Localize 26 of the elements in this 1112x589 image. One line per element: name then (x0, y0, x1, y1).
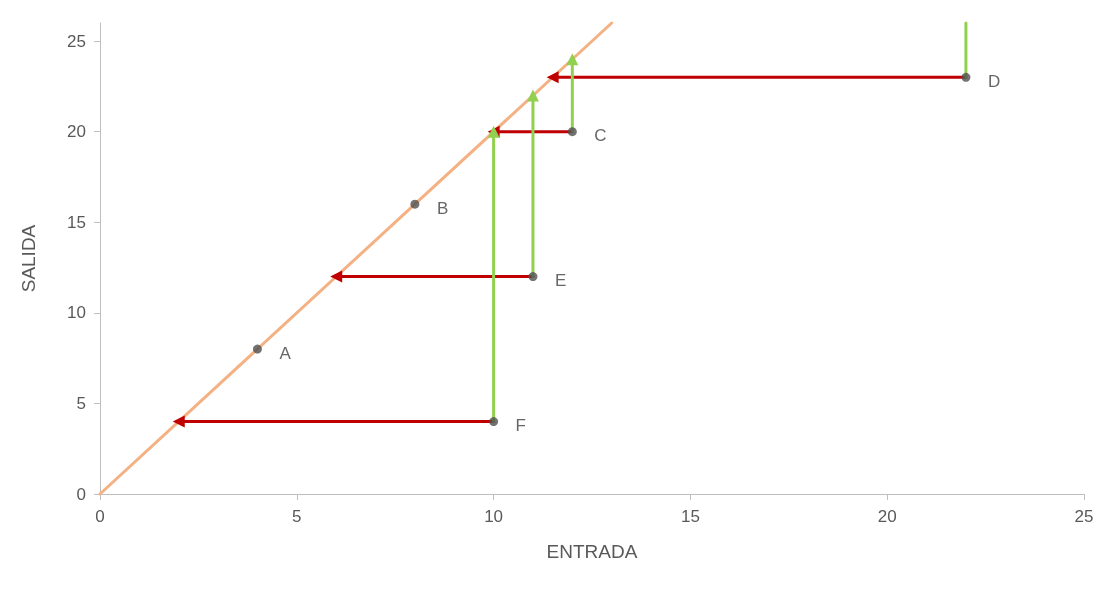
x-tick-label: 20 (877, 507, 897, 526)
point (961, 72, 971, 82)
y-tick-label: 5 (76, 393, 86, 413)
annotation: F (515, 416, 526, 436)
x-axis-title: ENTRADA (546, 541, 638, 562)
x-tick-label: 25 (1074, 507, 1094, 526)
annotation: B (436, 198, 449, 218)
y-axis-title: SALIDA (18, 224, 39, 293)
point (410, 199, 420, 209)
y-tick-label: 20 (67, 122, 86, 142)
annotation: E (554, 271, 567, 291)
y-tick-label: 10 (67, 303, 86, 323)
x-tick-label: 10 (484, 507, 504, 526)
y-tick-label: 15 (67, 212, 86, 232)
point (567, 127, 577, 137)
x-tick-label: 5 (292, 507, 302, 526)
annotation: C (594, 126, 607, 146)
x-tick-label: 0 (95, 507, 105, 526)
point (252, 344, 262, 354)
point (489, 417, 499, 427)
point (528, 272, 538, 282)
y-tick-label: 25 (67, 31, 86, 51)
y-tick-label: 0 (76, 484, 86, 504)
x-tick-label: 15 (680, 507, 700, 526)
annotation: D (987, 71, 1001, 91)
annotation: A (279, 343, 292, 363)
